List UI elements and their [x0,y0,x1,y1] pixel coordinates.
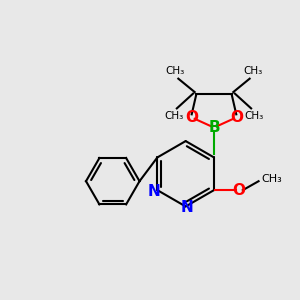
Text: CH₃: CH₃ [244,111,264,122]
Text: B: B [208,120,220,135]
Text: CH₃: CH₃ [164,111,184,122]
Text: CH₃: CH₃ [165,66,184,76]
Text: CH₃: CH₃ [244,66,263,76]
Text: O: O [230,110,243,125]
Text: N: N [147,184,160,199]
Text: O: O [185,110,198,125]
Text: O: O [233,183,246,198]
Text: N: N [181,200,194,215]
Text: CH₃: CH₃ [262,174,282,184]
